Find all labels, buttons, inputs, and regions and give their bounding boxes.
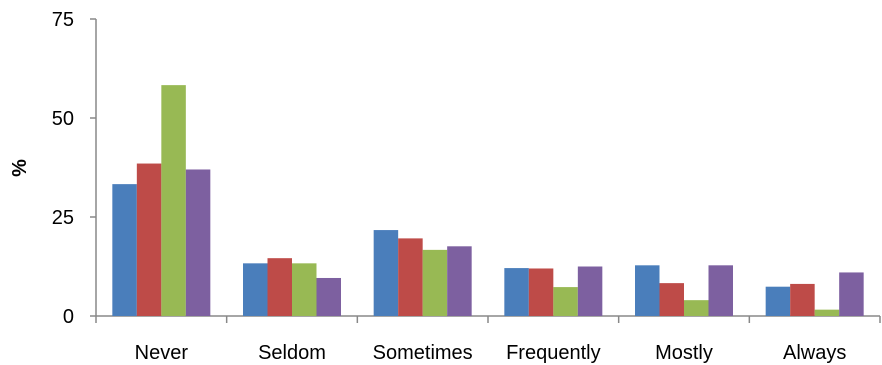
bar <box>292 263 317 316</box>
bar <box>659 283 684 316</box>
bar <box>112 184 137 316</box>
bar <box>398 238 423 316</box>
bar <box>161 85 186 316</box>
y-tick-label: 0 <box>63 306 74 328</box>
x-category-label: Sometimes <box>373 342 473 364</box>
y-axis-title: % <box>9 159 31 177</box>
y-tick-label: 50 <box>52 108 74 130</box>
bar <box>839 272 864 316</box>
bar <box>790 283 815 316</box>
labels: 0 25 50 75 Never Seldom Sometimes Frequently Mos… <box>52 9 847 364</box>
bar <box>635 265 660 316</box>
y-tick-label: 75 <box>52 9 74 31</box>
bar <box>243 263 268 316</box>
bar <box>814 309 840 316</box>
bar <box>684 300 709 316</box>
x-category-label: Always <box>783 342 846 364</box>
bar <box>422 249 448 316</box>
bar <box>765 286 791 316</box>
y-tick-label: 25 <box>52 207 74 229</box>
bars <box>112 85 864 316</box>
x-category-label: Never <box>135 342 189 364</box>
bar <box>528 268 554 316</box>
x-category-label: Seldom <box>258 342 326 364</box>
bar <box>577 266 603 316</box>
bar <box>267 258 292 316</box>
x-category-label: Frequently <box>506 342 601 364</box>
x-category-label: Mostly <box>655 342 713 364</box>
bar <box>447 246 472 316</box>
bar <box>136 163 162 316</box>
bar <box>185 169 211 316</box>
bar <box>708 265 733 316</box>
bar <box>373 230 399 316</box>
bar <box>553 287 578 316</box>
bar <box>316 277 341 316</box>
axes <box>90 18 881 323</box>
bar <box>504 268 529 316</box>
